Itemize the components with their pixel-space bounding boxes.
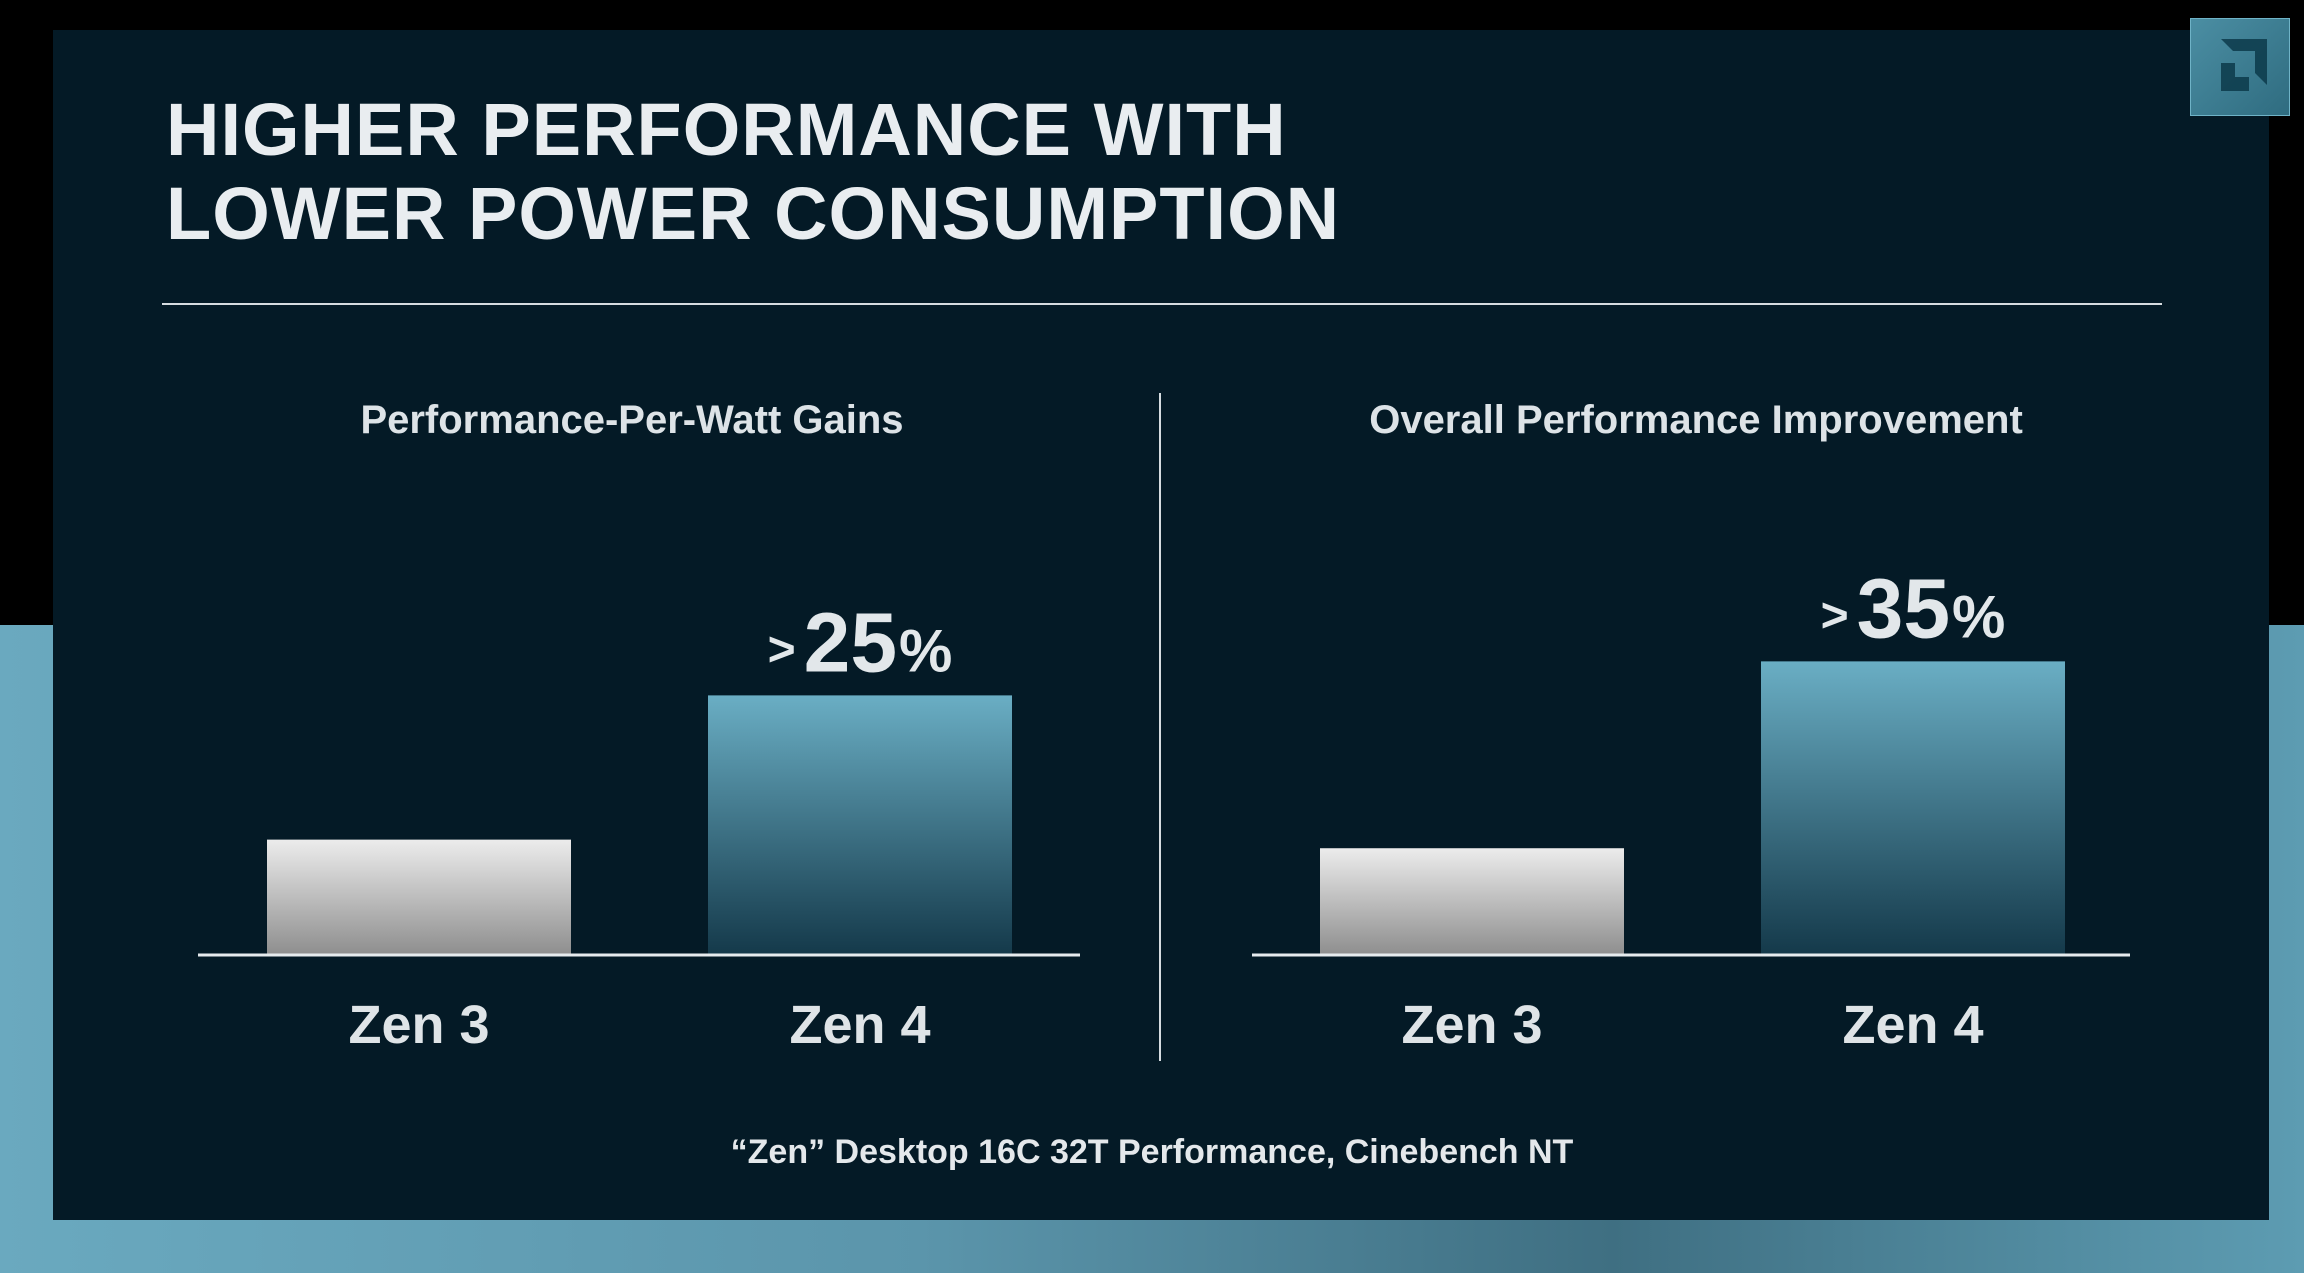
amd-arrow-logo-icon xyxy=(2190,18,2290,116)
x-tick-label: Zen 4 xyxy=(1842,995,1983,1055)
chart-title-perf-per-watt: Performance-Per-Watt Gains xyxy=(360,398,904,442)
data-label-left: >25% xyxy=(768,595,953,689)
bar-left-zen-4 xyxy=(708,695,1012,955)
slide-panel xyxy=(53,30,2269,1220)
data-label-right: >35% xyxy=(1821,561,2006,655)
x-tick-label: Zen 3 xyxy=(1401,995,1542,1055)
title-divider xyxy=(162,303,2162,305)
page-title: HIGHER PERFORMANCE WITH LOWER POWER CONS… xyxy=(166,88,1341,255)
bar-left-zen-3 xyxy=(267,839,571,955)
footnote: “Zen” Desktop 16C 32T Performance, Cineb… xyxy=(730,1133,1574,1171)
panel-divider xyxy=(1159,393,1161,1061)
bar-right-zen-4 xyxy=(1761,661,2065,955)
chart-title-overall-perf: Overall Performance Improvement xyxy=(1369,398,2023,442)
x-tick-label: Zen 3 xyxy=(348,995,489,1055)
x-tick-label: Zen 4 xyxy=(789,995,930,1055)
bar-right-zen-3 xyxy=(1320,848,1624,955)
